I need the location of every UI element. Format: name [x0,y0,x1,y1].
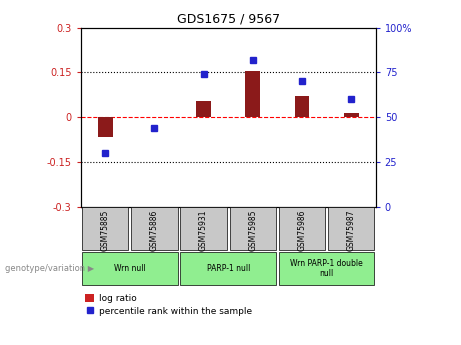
Text: Wrn PARP-1 double
null: Wrn PARP-1 double null [290,258,363,278]
Bar [98,117,112,137]
Bar [82,252,177,285]
Bar [245,71,260,117]
Bar [295,96,309,117]
Text: GSM75885: GSM75885 [101,209,110,250]
Legend: log ratio, percentile rank within the sample: log ratio, percentile rank within the sa… [85,294,252,316]
Text: GSM75931: GSM75931 [199,209,208,251]
Bar [230,207,276,250]
Bar [279,252,374,285]
Bar [181,207,227,250]
Text: GSM75886: GSM75886 [150,209,159,250]
Text: Wrn null: Wrn null [114,264,146,273]
Bar [181,252,276,285]
Bar [196,101,211,117]
Bar [131,207,177,250]
Text: GSM75986: GSM75986 [297,209,307,251]
Bar [82,207,128,250]
Bar [279,207,325,250]
Text: PARP-1 null: PARP-1 null [207,264,250,273]
Text: GSM75987: GSM75987 [347,209,355,251]
Text: genotype/variation ▶: genotype/variation ▶ [5,264,94,273]
Text: GSM75985: GSM75985 [248,209,257,251]
Bar [344,113,359,117]
Title: GDS1675 / 9567: GDS1675 / 9567 [177,12,280,25]
Bar [328,207,374,250]
